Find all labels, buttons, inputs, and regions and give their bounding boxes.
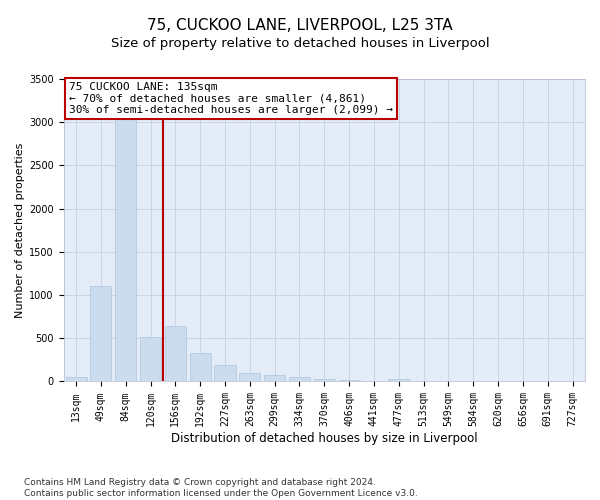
Bar <box>115 118 136 382</box>
Bar <box>190 353 211 382</box>
Bar <box>264 374 285 382</box>
Bar <box>388 379 409 382</box>
Text: Contains HM Land Registry data © Crown copyright and database right 2024.
Contai: Contains HM Land Registry data © Crown c… <box>24 478 418 498</box>
Text: 75 CUCKOO LANE: 135sqm
← 70% of detached houses are smaller (4,861)
30% of semi-: 75 CUCKOO LANE: 135sqm ← 70% of detached… <box>69 82 393 115</box>
Bar <box>91 286 112 382</box>
Bar <box>413 380 434 382</box>
X-axis label: Distribution of detached houses by size in Liverpool: Distribution of detached houses by size … <box>171 432 478 445</box>
Bar <box>463 380 484 382</box>
Bar <box>65 377 86 382</box>
Text: Size of property relative to detached houses in Liverpool: Size of property relative to detached ho… <box>110 38 490 51</box>
Bar <box>364 380 385 382</box>
Bar <box>289 377 310 382</box>
Bar <box>140 336 161 382</box>
Bar <box>239 373 260 382</box>
Bar <box>314 379 335 382</box>
Y-axis label: Number of detached properties: Number of detached properties <box>15 142 25 318</box>
Bar <box>338 380 359 382</box>
Bar <box>165 326 186 382</box>
Text: 75, CUCKOO LANE, LIVERPOOL, L25 3TA: 75, CUCKOO LANE, LIVERPOOL, L25 3TA <box>147 18 453 32</box>
Bar <box>214 365 236 382</box>
